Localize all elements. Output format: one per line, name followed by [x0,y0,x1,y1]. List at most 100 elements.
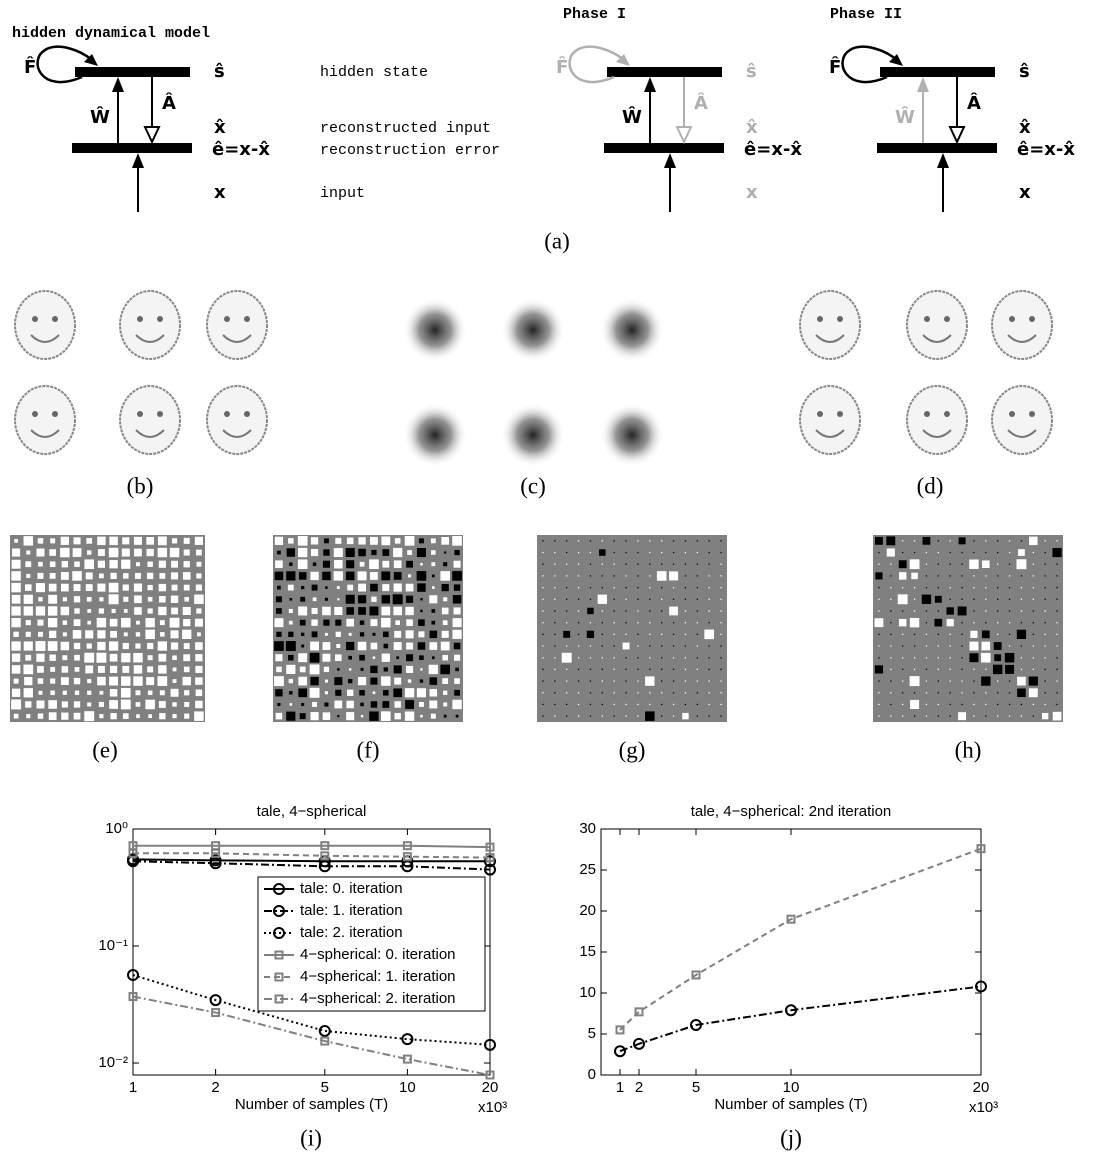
hinton-cell [408,574,411,577]
hinton-cell [382,561,389,568]
arrow-head [917,77,929,92]
hinton-cell [184,643,190,649]
hinton-cell [49,631,56,638]
hinton-cell [566,552,567,553]
hinton-cell [720,657,721,658]
hinton-cell [172,714,176,718]
hinton-cell [322,607,331,616]
hinton-cell [1033,622,1034,623]
hinton-cell [926,669,927,670]
hinton-cell [1033,552,1034,553]
eye [244,411,250,417]
hinton-cell [981,653,991,663]
face [15,386,75,454]
hinton-cell [148,608,153,613]
hinton-cell [950,645,951,646]
hinton-cell [276,596,282,602]
hinton-cell [566,540,567,541]
hinton-cell [950,564,951,565]
hinton-cell [406,630,414,638]
hinton-cell [902,634,903,635]
hinton-cell [276,632,281,637]
symbol-e: ê=x-x̂ [744,139,802,160]
hinton-cell [431,562,435,566]
hinton-cell [970,631,977,638]
hinton-cell [145,700,155,710]
hinton-cell [87,702,91,706]
hinton-cell [310,688,320,698]
hinton-cell [554,657,555,658]
hinton-cell [1021,540,1022,541]
arrow-head [950,127,964,142]
hinton-cell [36,606,45,615]
symbol-s: ŝ [214,61,225,82]
hinton-cell [685,599,686,600]
hinton-cell [911,573,917,579]
hinton-cell [669,607,678,616]
hinton-cell [554,680,555,681]
hinton-cell [926,634,927,635]
hinton-cell [325,691,328,694]
hinton-cell [1056,634,1057,635]
hinton-cell [405,688,414,697]
hinton-cell [1045,680,1046,681]
face [992,291,1052,359]
hinton-cell [420,610,422,612]
hinton-cell [614,622,615,623]
hinton-cell [110,619,118,627]
hinton-cell [910,676,920,686]
hinton-cell [442,631,449,638]
hinton-cell [590,704,591,705]
hinton-cell [443,597,447,601]
hinton-cell [337,598,339,600]
hinton-cell [38,597,42,601]
hinton-cell [25,701,31,707]
hinton-cell [554,669,555,670]
hinton-cell [12,595,21,604]
hinton-cell [1017,689,1026,698]
hinton-cell [430,689,437,696]
hinton-cell [602,610,603,611]
hinton-cell [1017,677,1026,686]
hinton-cell [455,668,459,672]
hinton-cell [590,692,591,693]
hinton-cell [171,642,178,649]
hinton-cell [24,688,33,697]
hinton-cell [898,594,908,604]
hinton-cell [26,714,30,718]
hinton-cell [99,597,103,601]
hinton-cell [914,610,915,611]
hinton-cell [697,669,698,670]
hinton-cell [673,622,674,623]
hinton-cell [369,711,378,720]
hinton-cell [1033,575,1034,576]
description: input [320,185,365,202]
hinton-cell [274,618,283,627]
hinton-cell [63,597,67,601]
hinton-cell [97,584,105,592]
x-axis-label: Number of samples (T) [714,1096,867,1113]
hinton-cell [914,634,915,635]
hinton-cell [566,599,567,600]
hinton-cell [563,631,570,638]
hinton-cell [394,665,402,673]
hinton-cell [158,641,167,650]
hinton-cell [48,641,58,651]
hinton-cell [542,610,543,611]
hinton-cell [381,571,390,580]
hinton-cell [50,679,55,684]
hinton-cell [406,666,413,673]
hinton-cell [602,587,603,588]
hinton-cell [441,537,449,545]
hinton-cell [98,666,105,673]
hinton-cell [134,595,142,603]
hinton-cell [890,704,891,705]
hinton-cell [542,716,543,717]
hinton-cell [673,587,674,588]
face [907,291,967,359]
hinton-cell [637,540,638,541]
hinton-cell [124,609,128,613]
hinton-cell [159,713,165,719]
hinton-cell [50,538,55,543]
hinton-cell [312,608,318,614]
